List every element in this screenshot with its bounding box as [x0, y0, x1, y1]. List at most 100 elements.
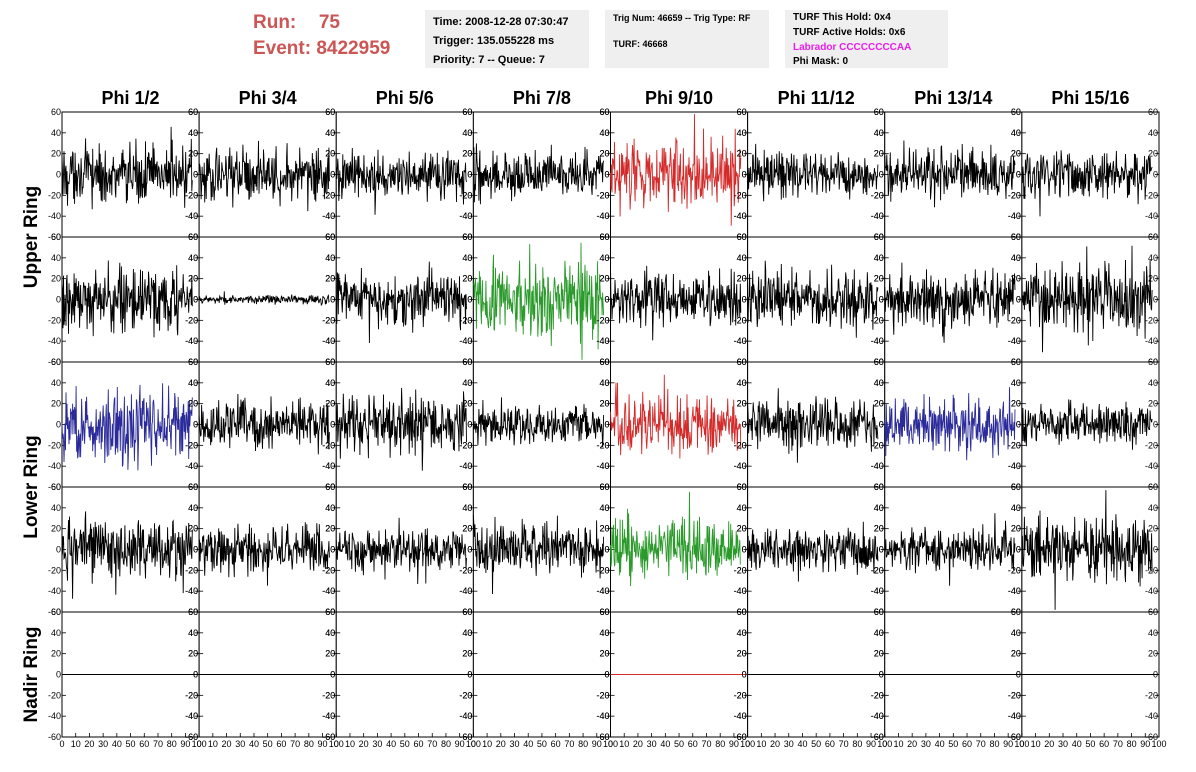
- x-tick-label: 100: [329, 739, 344, 749]
- y-tick-label: 20: [874, 649, 884, 659]
- y-tick-label: 0: [193, 420, 198, 430]
- y-tick-label-right: -40: [1008, 711, 1021, 721]
- y-tick-label: -40: [596, 211, 609, 221]
- y-tick-label: 0: [56, 295, 61, 305]
- y-tick-label: -20: [1008, 440, 1021, 450]
- y-tick-label: 40: [462, 378, 472, 388]
- x-tick-label: 0: [59, 739, 64, 749]
- x-tick-label: 80: [167, 739, 177, 749]
- y-tick-label: 60: [462, 232, 472, 242]
- x-tick-label: 80: [304, 739, 314, 749]
- y-tick-label-right: 60: [599, 607, 609, 617]
- x-tick-label: 60: [688, 739, 698, 749]
- y-tick-label: 0: [604, 295, 609, 305]
- y-tick-label-right: -20: [185, 565, 198, 575]
- y-tick-label: 60: [599, 107, 609, 117]
- x-tick-label: 60: [551, 739, 561, 749]
- y-tick-label: 40: [599, 503, 609, 513]
- y-tick-label-right: 40: [1011, 378, 1021, 388]
- y-tick-label-right: -40: [322, 211, 335, 221]
- y-tick-label: -20: [1008, 190, 1021, 200]
- y-tick-label: 60: [462, 482, 472, 492]
- y-tick-label: 40: [1011, 503, 1021, 513]
- y-tick-label: -60: [322, 732, 335, 742]
- turf-hold-box: TURF This Hold: 0x4 TURF Active Holds: 0…: [785, 10, 948, 68]
- y-tick-label-right: 40: [599, 628, 609, 638]
- y-tick-label: -20: [322, 565, 335, 575]
- y-tick-label: -40: [459, 461, 472, 471]
- y-tick-label: 40: [1011, 128, 1021, 138]
- y-tick-label-right: 20: [188, 649, 198, 659]
- y-tick-label-right: -20: [734, 690, 747, 700]
- y-tick-label: -20: [322, 190, 335, 200]
- y-tick-label: -60: [48, 607, 61, 617]
- y-tick-label-right: 60: [325, 357, 335, 367]
- y-tick-label: 20: [599, 524, 609, 534]
- x-tick-label: 20: [907, 739, 917, 749]
- y-tick-label: -40: [48, 336, 61, 346]
- y-tick-label: -40: [185, 336, 198, 346]
- y-tick-label: 0: [467, 545, 472, 555]
- y-tick-label: -40: [734, 211, 747, 221]
- column-header-4: Phi 7/8: [513, 88, 571, 108]
- y-tick-label: 60: [51, 357, 61, 367]
- y-tick-label-right: 40: [462, 128, 472, 138]
- y-tick-label-right: 60: [737, 607, 747, 617]
- x-tick-label: 60: [414, 739, 424, 749]
- waveform-trace: [747, 260, 879, 338]
- run-label: Run:: [253, 12, 297, 33]
- y-tick-label: -20: [459, 565, 472, 575]
- y-tick-label: -40: [871, 336, 884, 346]
- y-tick-label: 20: [599, 649, 609, 659]
- y-tick-label-right: 0: [1016, 295, 1021, 305]
- y-tick-label: 0: [193, 295, 198, 305]
- y-tick-label: 20: [599, 149, 609, 159]
- y-tick-label: -40: [459, 711, 472, 721]
- waveform-trace: [1021, 245, 1153, 353]
- y-tick-label-right: -40: [734, 461, 747, 471]
- y-tick-label-right: 60: [1011, 232, 1021, 242]
- y-tick-label: -40: [322, 711, 335, 721]
- panel-r5-c4: 60 60 40 40 20 20 0 0 -20 -20 -40 -40 -60 -60: [459, 607, 611, 742]
- y-tick-label-right: -40: [1145, 211, 1158, 221]
- run-event-box: Run: 75 Event: 8422959: [253, 10, 390, 62]
- y-tick-label: 60: [462, 357, 472, 367]
- waveform-trace: [335, 517, 467, 585]
- y-tick-label: 40: [874, 503, 884, 513]
- y-tick-label-right: -40: [871, 461, 884, 471]
- y-tick-label-right: 20: [462, 274, 472, 284]
- y-tick-label-right: 20: [737, 524, 747, 534]
- y-tick-label-right: -20: [1145, 690, 1158, 700]
- event-line: Event: 8422959: [253, 36, 390, 62]
- y-tick-label: -40: [596, 586, 609, 596]
- y-tick-label-right: -20: [1145, 565, 1158, 575]
- y-tick-label: -40: [459, 336, 472, 346]
- panel-r4-c1: 60 60 40 40 20 20 0 0 -20 -20 -40 -40 -60 -60: [48, 482, 200, 617]
- y-tick-label-right: 40: [1011, 128, 1021, 138]
- y-tick-label-right: 20: [737, 149, 747, 159]
- y-tick-label: -40: [871, 711, 884, 721]
- waveform-trace: [610, 374, 742, 459]
- y-tick-label: -40: [48, 211, 61, 221]
- y-tick-label-right: 60: [188, 107, 198, 117]
- y-tick-label-right: 0: [467, 545, 472, 555]
- y-tick-label: -40: [734, 711, 747, 721]
- y-tick-label: 0: [742, 545, 747, 555]
- column-header-1: Phi 1/2: [102, 88, 160, 108]
- y-tick-label: -20: [459, 690, 472, 700]
- y-tick-label-right: -20: [734, 315, 747, 325]
- y-tick-label: -20: [185, 190, 198, 200]
- y-tick-label-right: 20: [599, 274, 609, 284]
- y-tick-label-right: 40: [325, 503, 335, 513]
- column-header-3: Phi 5/6: [376, 88, 434, 108]
- y-tick-label-right: -40: [734, 586, 747, 596]
- y-tick-label: -40: [1008, 586, 1021, 596]
- y-tick-label: 60: [874, 482, 884, 492]
- y-tick-label-right: 0: [879, 420, 884, 430]
